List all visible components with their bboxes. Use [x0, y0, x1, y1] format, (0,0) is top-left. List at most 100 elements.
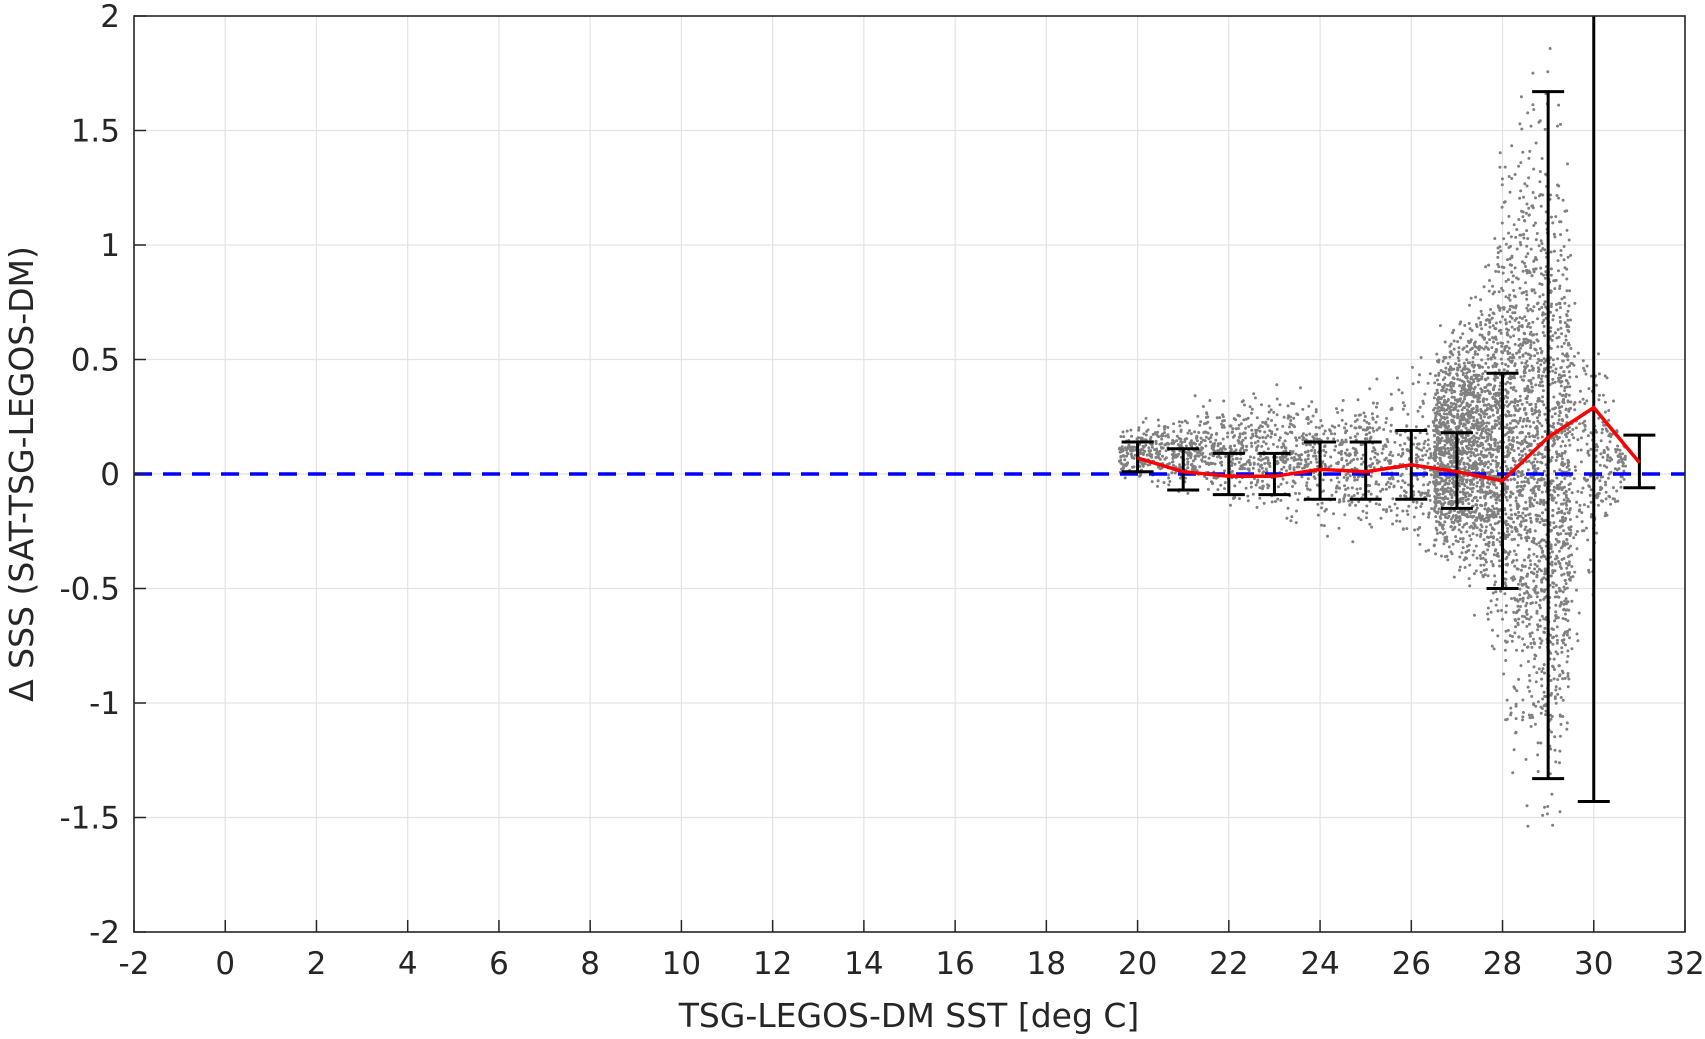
scatter-point: [1258, 429, 1262, 433]
scatter-point: [1376, 452, 1380, 456]
scatter-point: [1512, 477, 1516, 481]
scatter-point: [1588, 493, 1592, 497]
scatter-point: [1463, 523, 1466, 527]
scatter-point: [1292, 416, 1296, 420]
scatter-point: [1558, 392, 1562, 396]
scatter-point: [1259, 454, 1263, 458]
scatter-point: [1532, 421, 1536, 424]
scatter-point: [1475, 484, 1479, 488]
scatter-point: [1291, 451, 1294, 455]
scatter-point: [1421, 399, 1425, 403]
scatter-point: [1508, 503, 1512, 507]
scatter-point: [1226, 435, 1230, 439]
scatter-point: [1462, 462, 1466, 466]
scatter-point: [1470, 375, 1473, 379]
scatter-point: [1461, 487, 1465, 491]
scatter-point: [1557, 664, 1561, 668]
scatter-point: [1550, 560, 1554, 564]
scatter-point: [1519, 605, 1522, 608]
scatter-point: [1144, 443, 1148, 447]
scatter-point: [1456, 356, 1460, 360]
scatter-point: [1484, 448, 1488, 452]
scatter-point: [1583, 402, 1587, 405]
scatter-point: [1580, 520, 1584, 524]
scatter-point: [1425, 494, 1429, 497]
scatter-point: [1481, 556, 1485, 560]
scatter-point: [1395, 376, 1399, 380]
scatter-point: [1208, 426, 1212, 430]
scatter-point: [1507, 296, 1511, 300]
scatter-point: [1126, 461, 1130, 465]
scatter-point: [1560, 487, 1564, 491]
scatter-point: [1436, 462, 1440, 465]
scatter-point: [1361, 475, 1365, 479]
scatter-point: [1525, 271, 1529, 275]
scatter-point: [1479, 488, 1483, 492]
scatter-point: [1560, 650, 1564, 654]
scatter-point: [1193, 455, 1197, 459]
scatter-point: [1534, 680, 1538, 684]
scatter-point: [1497, 404, 1501, 407]
scatter-point: [1554, 278, 1558, 282]
scatter-point: [1449, 412, 1453, 416]
scatter-point: [1504, 242, 1508, 246]
scatter-point: [1457, 359, 1461, 363]
scatter-point: [1514, 496, 1518, 500]
scatter-point: [1563, 301, 1567, 305]
scatter-point: [1475, 499, 1479, 503]
scatter-point: [1337, 451, 1341, 455]
scatter-point: [1197, 454, 1201, 458]
scatter-point: [1517, 344, 1521, 347]
scatter-point: [1559, 546, 1563, 550]
scatter-point: [1526, 394, 1530, 398]
scatter-point: [1437, 371, 1441, 375]
scatter-point: [1466, 456, 1470, 460]
scatter-point: [1281, 477, 1285, 481]
scatter-point: [1513, 294, 1516, 298]
scatter-point: [1521, 269, 1525, 273]
scatter-point: [1479, 563, 1483, 567]
scatter-point: [1491, 413, 1495, 417]
scatter-point: [1186, 462, 1190, 466]
scatter-point: [1473, 352, 1477, 356]
scatter-point: [1581, 529, 1584, 533]
scatter-point: [1433, 440, 1437, 444]
scatter-point: [1617, 467, 1621, 471]
scatter-point: [1580, 511, 1584, 515]
scatter-point: [1567, 460, 1571, 464]
scatter-point: [1542, 690, 1546, 694]
scatter-point: [1365, 437, 1369, 441]
scatter-point: [1499, 357, 1503, 361]
scatter-point: [1491, 513, 1495, 517]
scatter-point: [1532, 665, 1536, 669]
scatter-point: [1275, 459, 1279, 463]
scatter-point: [1560, 480, 1563, 484]
scatter-point: [1491, 591, 1495, 595]
scatter-point: [1509, 335, 1512, 339]
scatter-point: [1359, 518, 1363, 522]
scatter-point: [1200, 459, 1204, 463]
scatter-point: [1602, 464, 1606, 468]
scatter-point: [1492, 553, 1496, 557]
scatter-point: [1465, 433, 1469, 437]
scatter-point: [1484, 461, 1487, 465]
scatter-point: [1355, 478, 1359, 482]
scatter-point: [1509, 414, 1513, 417]
scatter-point: [1543, 805, 1546, 809]
scatter-point: [1561, 399, 1565, 403]
scatter-point: [1617, 459, 1621, 463]
scatter-point: [1362, 419, 1366, 422]
scatter-point: [1526, 685, 1530, 689]
scatter-point: [1542, 663, 1546, 667]
scatter-point: [1510, 597, 1513, 601]
scatter-point: [1525, 306, 1529, 310]
scatter-point: [1518, 324, 1522, 328]
scatter-point: [1527, 513, 1531, 517]
scatter-point: [1504, 322, 1508, 326]
scatter-point: [1445, 387, 1449, 391]
scatter-point: [1363, 428, 1367, 432]
scatter-point: [1495, 597, 1499, 601]
scatter-point: [1494, 515, 1498, 519]
scatter-point: [1620, 460, 1624, 464]
scatter-point: [1563, 321, 1567, 325]
